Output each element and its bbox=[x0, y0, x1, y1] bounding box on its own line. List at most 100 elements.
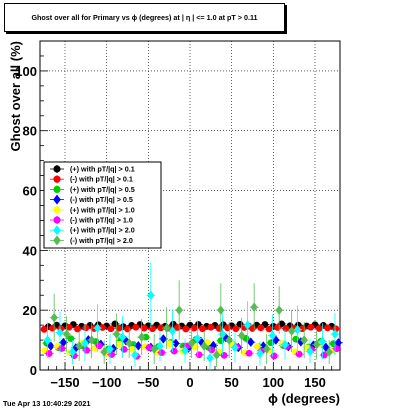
data-point bbox=[287, 326, 296, 336]
data-point bbox=[300, 335, 308, 345]
data-point bbox=[256, 348, 264, 359]
data-point bbox=[149, 325, 156, 333]
data-point bbox=[265, 325, 273, 333]
legend-label: (-) with pT/|q| > 1.0 bbox=[70, 216, 133, 225]
data-point bbox=[116, 340, 124, 348]
data-point bbox=[131, 350, 139, 360]
data-point bbox=[212, 350, 221, 360]
data-point bbox=[43, 335, 52, 345]
data-point bbox=[275, 305, 283, 316]
legend-marker bbox=[53, 165, 61, 173]
data-point bbox=[132, 323, 140, 331]
data-point bbox=[268, 330, 277, 341]
data-point bbox=[156, 341, 164, 351]
data-point bbox=[312, 339, 321, 350]
data-point bbox=[333, 345, 341, 353]
data-point bbox=[65, 323, 73, 331]
data-point bbox=[190, 324, 198, 332]
data-point bbox=[247, 337, 255, 348]
data-point bbox=[208, 346, 216, 354]
legend: (+) with pT/|q| > 0.1(-) with pT/|q| > 0… bbox=[43, 161, 162, 249]
data-point bbox=[245, 349, 253, 357]
data-point bbox=[207, 323, 215, 331]
data-point bbox=[100, 347, 108, 357]
data-point bbox=[324, 324, 331, 332]
x-tick-label: 150 bbox=[304, 375, 326, 390]
data-point bbox=[306, 346, 314, 357]
data-point bbox=[99, 324, 106, 331]
data-point bbox=[50, 312, 58, 323]
data-point bbox=[40, 325, 48, 333]
data-point bbox=[200, 341, 208, 351]
timestamp-footer: Tue Apr 13 10:40:29 2021 bbox=[3, 399, 91, 408]
legend-box bbox=[43, 161, 162, 249]
data-point bbox=[82, 324, 90, 332]
data-point bbox=[49, 324, 56, 332]
data-point bbox=[159, 334, 168, 344]
data-point bbox=[112, 329, 121, 339]
data-point bbox=[220, 351, 228, 359]
title-box: Ghost over all for Primary vs ϕ (degrees… bbox=[4, 3, 285, 32]
data-point bbox=[206, 353, 214, 363]
x-tick-label: 50 bbox=[224, 375, 238, 390]
data-point bbox=[95, 342, 103, 350]
data-point bbox=[295, 350, 303, 358]
data-point bbox=[325, 347, 333, 357]
legend-marker bbox=[53, 206, 61, 214]
data-point bbox=[134, 340, 143, 351]
data-point bbox=[231, 342, 239, 353]
legend-label: (+) with pT/|q| > 0.5 bbox=[70, 185, 135, 194]
data-point bbox=[195, 351, 203, 359]
data-point bbox=[147, 290, 155, 301]
x-tick-label: −100 bbox=[92, 375, 121, 390]
data-point bbox=[331, 329, 339, 339]
data-point bbox=[237, 330, 246, 341]
plot-title: Ghost over all for Primary vs ϕ (degrees… bbox=[31, 13, 258, 22]
data-point bbox=[193, 333, 202, 344]
data-point bbox=[158, 349, 166, 357]
data-point bbox=[172, 338, 180, 349]
data-point bbox=[137, 332, 146, 342]
data-point bbox=[74, 325, 81, 333]
data-point bbox=[87, 335, 96, 345]
legend-marker bbox=[53, 225, 61, 236]
x-tick-label: 0 bbox=[186, 375, 193, 390]
data-point bbox=[166, 340, 174, 348]
data-point bbox=[115, 324, 123, 332]
y-tick-label: 60 bbox=[23, 184, 37, 199]
data-point bbox=[232, 325, 240, 333]
x-tick-label: −50 bbox=[137, 375, 159, 390]
data-point bbox=[124, 325, 131, 333]
data-point bbox=[125, 338, 133, 348]
y-tick-label: 100 bbox=[15, 64, 37, 79]
data-point bbox=[257, 324, 265, 332]
y-tick-label: 0 bbox=[30, 363, 37, 378]
y-tick-label: 80 bbox=[23, 124, 37, 139]
data-point bbox=[68, 347, 77, 357]
data-point bbox=[45, 350, 53, 357]
data-point bbox=[315, 325, 323, 332]
data-point bbox=[93, 323, 102, 333]
data-point bbox=[282, 325, 290, 332]
legend-label: (-) with pT/|q| > 0.5 bbox=[70, 195, 133, 204]
data-point bbox=[56, 327, 64, 338]
x-axis-label: ϕ (degrees) bbox=[268, 391, 340, 406]
data-point bbox=[107, 325, 115, 333]
data-point bbox=[118, 332, 127, 342]
data-point bbox=[83, 346, 91, 354]
y-axis-label: Ghost over all (%) bbox=[8, 41, 23, 152]
data-point bbox=[199, 325, 206, 333]
x-tick-label: 100 bbox=[262, 375, 284, 390]
data-point bbox=[225, 335, 233, 345]
data-point bbox=[182, 325, 190, 333]
series-2 bbox=[39, 323, 341, 333]
data-point bbox=[318, 336, 327, 347]
data-point bbox=[254, 342, 261, 350]
data-point bbox=[129, 345, 136, 353]
data-point bbox=[170, 347, 178, 355]
legend-marker bbox=[53, 235, 61, 246]
data-point bbox=[106, 344, 114, 354]
data-point bbox=[181, 345, 189, 356]
x-tick-label: −150 bbox=[50, 375, 79, 390]
data-point bbox=[81, 338, 89, 348]
